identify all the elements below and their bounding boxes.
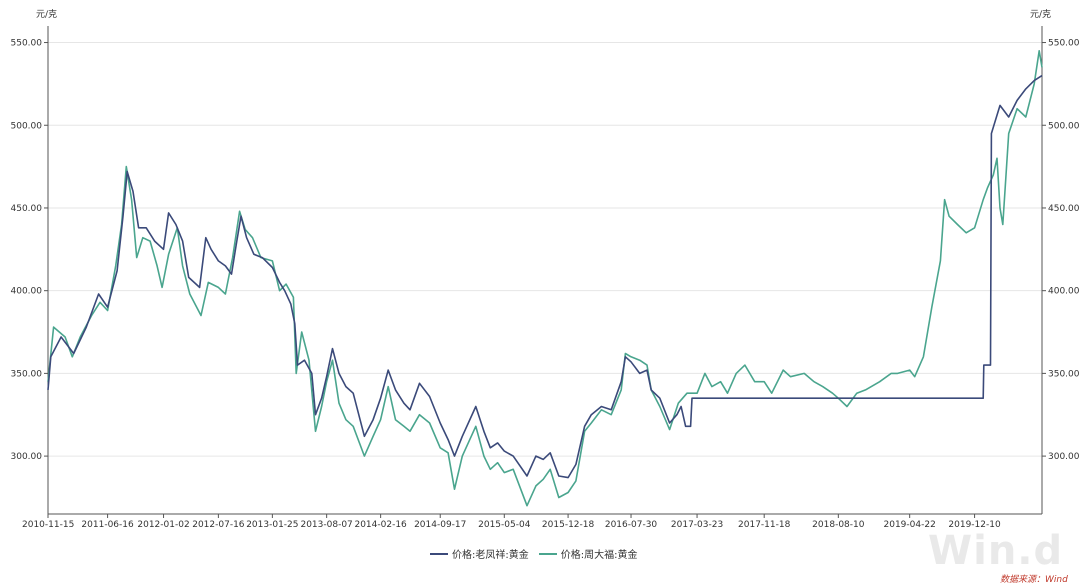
series-line-1 xyxy=(47,74,1043,479)
right-unit-label: 元/克 xyxy=(1030,9,1051,20)
x-tick-label: 2013-08-07 xyxy=(300,520,352,530)
y-tick-label-right: 550.00 xyxy=(1048,39,1080,49)
data-source-note: 数据来源：Wind xyxy=(1000,575,1068,585)
x-tick-label: 2015-12-18 xyxy=(542,520,595,530)
x-tick-label: 2012-07-16 xyxy=(192,520,245,530)
gridlines xyxy=(48,42,1042,457)
legend-item-series-2[interactable]: 价格:周大福:黄金 xyxy=(538,546,638,561)
wind-watermark-logo: Win.d xyxy=(928,528,1064,574)
axes: 300.00 300.00 350.00 350.00 400.00 400.00 450.… xyxy=(11,26,1080,530)
left-unit-label: 元/克 xyxy=(36,9,57,20)
y-tick-label-left: 350.00 xyxy=(11,369,43,379)
series-lines xyxy=(47,50,1043,507)
x-tick-label: 2019-04-22 xyxy=(884,520,936,530)
legend-swatch-series-1 xyxy=(430,552,448,555)
x-tick-label: 2010-11-15 xyxy=(22,520,74,530)
y-tick-label-left: 450.00 xyxy=(11,204,43,214)
legend-label-series-1: 价格:老凤祥:黄金 xyxy=(452,550,529,561)
x-tick-label: 2013-01-25 xyxy=(246,520,298,530)
y-tick-label-left: 400.00 xyxy=(11,287,43,297)
x-tick-label: 2018-08-10 xyxy=(812,520,865,530)
y-tick-label-left: 550.00 xyxy=(11,39,43,49)
x-tick-label: 2017-03-23 xyxy=(671,520,723,530)
y-tick-label-right: 500.00 xyxy=(1048,121,1080,131)
y-tick-label-right: 450.00 xyxy=(1048,204,1080,214)
x-tick-label: 2015-05-04 xyxy=(478,520,531,530)
x-tick-label: 2012-01-02 xyxy=(137,520,189,530)
legend-label-series-2: 价格:周大福:黄金 xyxy=(560,550,638,561)
x-tick-label: 2016-07-30 xyxy=(605,520,658,530)
y-tick-label-right: 350.00 xyxy=(1048,369,1080,379)
y-tick-label-left: 300.00 xyxy=(11,452,43,462)
x-tick-label: 2019-12-10 xyxy=(948,520,1001,530)
y-tick-label-right: 300.00 xyxy=(1048,452,1080,462)
legend-item-series-1[interactable]: 价格:老凤祥:黄金 xyxy=(430,546,529,561)
x-tick-label: 2014-02-16 xyxy=(354,520,407,530)
series-line-2 xyxy=(47,50,1043,507)
x-tick-label: 2014-09-17 xyxy=(414,520,466,530)
x-tick-label: 2017-11-18 xyxy=(738,520,791,530)
y-tick-label-right: 400.00 xyxy=(1048,287,1080,297)
legend-swatch-series-2 xyxy=(538,552,557,555)
x-tick-label: 2011-06-16 xyxy=(81,520,134,530)
y-tick-label-left: 500.00 xyxy=(11,121,43,131)
legend: 价格:老凤祥:黄金 价格:周大福:黄金 xyxy=(430,546,638,561)
